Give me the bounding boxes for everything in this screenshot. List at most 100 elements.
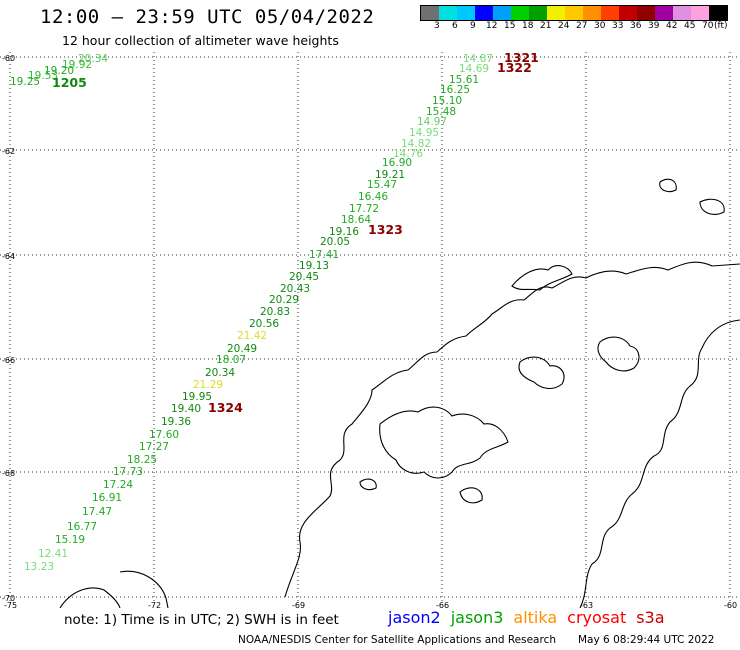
legend-unit: (ft): [714, 21, 728, 31]
credit-timestamp: May 6 08:29:44 UTC 2022: [578, 634, 715, 646]
legend-swatch: [457, 6, 475, 20]
satellite-altika: altika: [513, 608, 558, 627]
wave-height-label: 18.25: [127, 454, 157, 466]
wave-height-label: 15.48: [426, 106, 456, 118]
coastline: [59, 178, 740, 608]
wave-height-label: 20.34: [205, 367, 235, 379]
legend-swatch: [421, 6, 439, 20]
lat-tick-label: -70: [2, 594, 15, 603]
wave-height-label: 17.60: [149, 429, 179, 441]
coastline-small-2: [699, 198, 725, 215]
wave-height-label: 17.73: [113, 466, 143, 478]
time-marker-label: 1323: [368, 222, 403, 237]
wave-height-label: 16.91: [92, 492, 122, 504]
wave-height-label: 20.49: [227, 343, 257, 355]
legend-label: 36: [630, 21, 642, 31]
legend-label: 24: [558, 21, 570, 31]
wave-height-label: 20.43: [280, 283, 310, 295]
wave-height-label: 20.29: [269, 294, 299, 306]
satellite-s3a: s3a: [636, 608, 665, 627]
wave-height-label: 15.19: [55, 534, 85, 546]
legend-label: 70: [702, 21, 714, 31]
legend-label: 12: [486, 21, 498, 31]
wave-height-label: 19.36: [161, 416, 191, 428]
wave-height-label: 17.24: [103, 479, 133, 491]
legend-swatch: [601, 6, 619, 20]
wave-height-label: 14.76: [393, 148, 423, 160]
wave-height-label: 19.40: [171, 403, 201, 415]
legend-swatch: [709, 6, 727, 20]
wave-height-label: 15.61: [449, 74, 479, 86]
wave-height-label: 19.20: [44, 65, 74, 77]
wave-height-label: 20.05: [320, 236, 350, 248]
wave-height-label: 15.47: [367, 179, 397, 191]
wave-height-label: 19.21: [375, 169, 405, 181]
coastline-sw: [59, 587, 121, 608]
wave-height-label: 14.82: [401, 138, 431, 150]
legend-label: 39: [648, 21, 660, 31]
coastline-islands-east: [597, 336, 640, 372]
coastline-islands-north: [511, 265, 573, 291]
wave-height-label: 17.41: [309, 249, 339, 261]
wave-height-label: 16.90: [382, 157, 412, 169]
time-marker-label: 1322: [497, 60, 532, 75]
legend-swatch: [547, 6, 565, 20]
satellite-jason3: jason3: [450, 608, 504, 627]
legend-label: 27: [576, 21, 588, 31]
wave-height-label: 18.64: [341, 214, 371, 226]
satellite-legend: jason2 jason3 altika cryosat s3a: [388, 608, 675, 627]
lat-tick-label: -64: [2, 252, 15, 261]
lon-tick-label: -63: [580, 601, 593, 608]
lat-tick-label: -62: [2, 147, 15, 156]
wave-height-label: 15.10: [432, 95, 462, 107]
legend-swatch: [565, 6, 583, 20]
lon-tick-label: -75: [4, 601, 17, 608]
time-marker-label: 1321: [504, 52, 539, 65]
wave-height-label: 17.72: [349, 203, 379, 215]
lat-tick-label: -68: [2, 469, 15, 478]
legend-swatch: [439, 6, 457, 20]
wave-height-label: 20.83: [260, 306, 290, 318]
lon-tick-label: -66: [436, 601, 449, 608]
legend-label: 9: [470, 21, 476, 31]
credit-footer: NOAA/NESDIS Center for Satellite Applica…: [238, 634, 714, 646]
satellite-jason2: jason2: [388, 608, 441, 627]
wave-height-label: 14.95: [409, 127, 439, 139]
coastline-islands-mid: [518, 356, 565, 390]
footnote: note: 1) Time is in UTC; 2) SWH is in fe…: [64, 612, 339, 628]
legend-swatch: [637, 6, 655, 20]
wave-height-label: 19.25: [10, 76, 40, 88]
wave-height-label: 17.47: [82, 506, 112, 518]
wave-height-label: 16.46: [358, 191, 388, 203]
lon-tick-label: -72: [148, 601, 161, 608]
legend-label: 15: [504, 21, 516, 31]
legend-label: 21: [540, 21, 552, 31]
legend-label: 42: [666, 21, 678, 31]
wave-height-label: 14.87: [463, 53, 493, 65]
axis-tick-labels: -60 -62 -64 -66 -68 -70-75 -72 -69 -66 -63 -60: [2, 54, 737, 608]
lon-tick-label: -60: [724, 601, 737, 608]
wave-height-label: 14.69: [459, 63, 489, 75]
wave-height-label: 12.41: [38, 548, 68, 560]
wave-height-label: 19.92: [62, 59, 92, 71]
coastline-peninsula: [284, 261, 740, 598]
legend-label: 6: [452, 21, 458, 31]
credit-org: NOAA/NESDIS Center for Satellite Applica…: [238, 634, 556, 646]
wave-height-label: 13.23: [24, 561, 54, 573]
coastline-inner: [379, 406, 509, 479]
wave-height-label: 21.42: [237, 330, 267, 342]
coastline-east: [579, 319, 740, 608]
legend-swatch: [673, 6, 691, 20]
time-marker-label: 1205: [52, 75, 87, 90]
legend-swatch: [655, 6, 673, 20]
coastline-small-3: [359, 478, 377, 491]
wave-height-label: 20.56: [249, 318, 279, 330]
legend-swatch: [511, 6, 529, 20]
wave-height-label: 17.27: [139, 441, 169, 453]
lat-tick-label: -66: [2, 356, 15, 365]
lat-lon-grid: [0, 52, 740, 602]
wave-height-label: 16.25: [440, 84, 470, 96]
wave-height-label: 19.53: [28, 70, 58, 82]
wave-height-label: 18.07: [216, 354, 246, 366]
